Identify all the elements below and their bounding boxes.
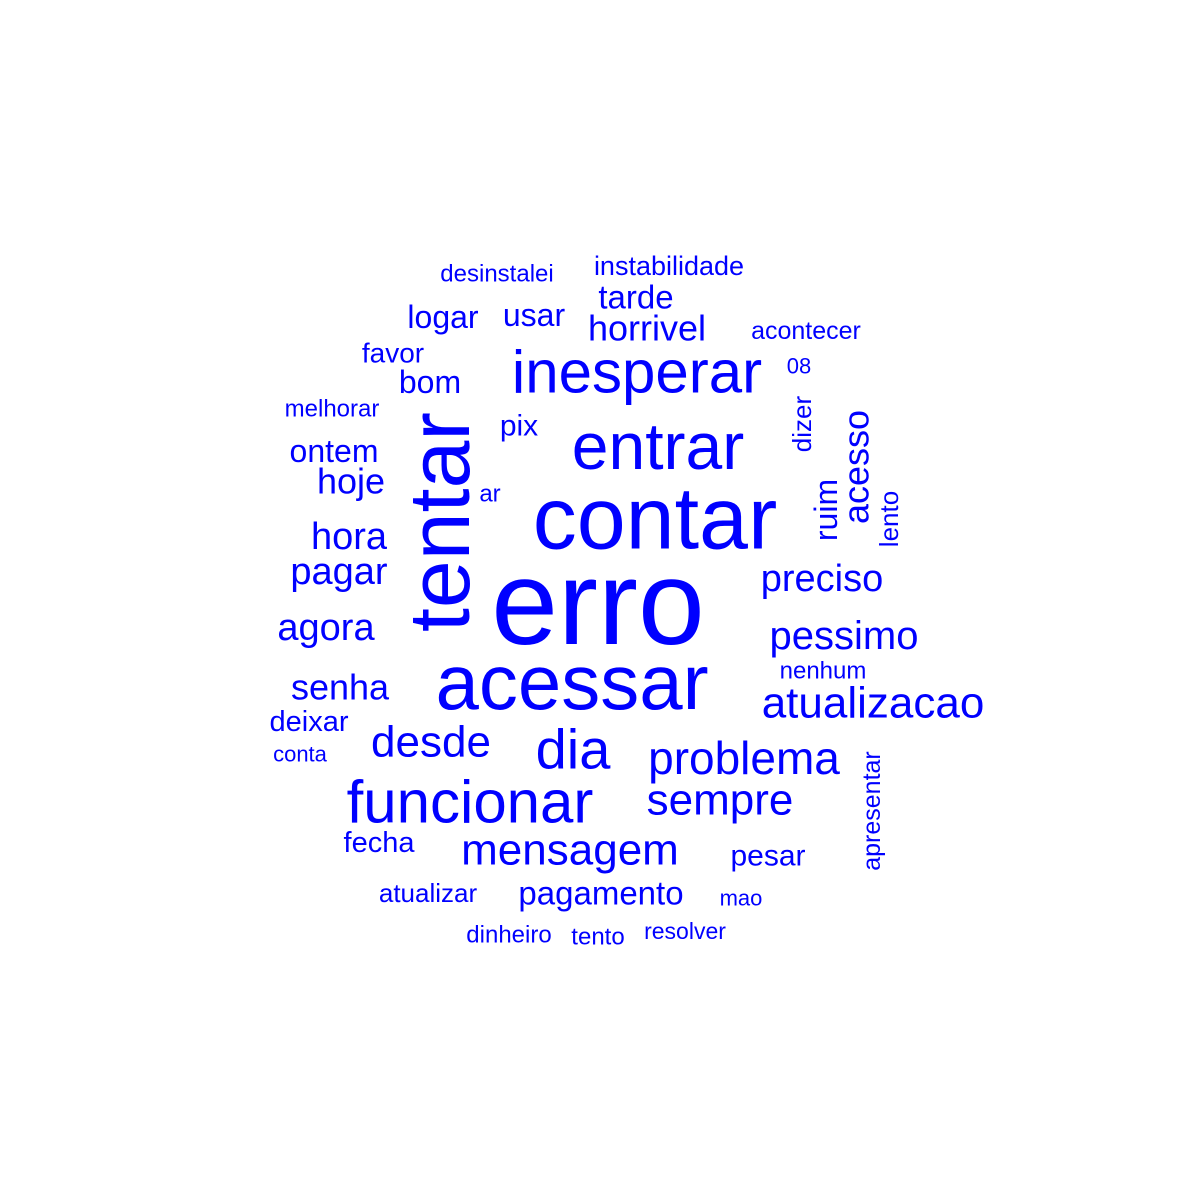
word-hoje: hoje <box>317 461 385 502</box>
word-dia: dia <box>536 718 612 781</box>
word-pagamento: pagamento <box>518 875 683 912</box>
word-acessar: acessar <box>435 638 708 726</box>
word-favor: favor <box>362 338 424 369</box>
word-pessimo: pessimo <box>770 614 919 658</box>
word-apresentar: apresentar <box>858 751 886 871</box>
word-08: 08 <box>787 354 811 379</box>
word-mao: mao <box>720 886 763 911</box>
word-melhorar: melhorar <box>285 396 380 423</box>
word-senha: senha <box>291 667 390 708</box>
word-fecha: fecha <box>344 827 416 859</box>
word-deixar: deixar <box>270 706 349 738</box>
word-ontem: ontem <box>290 433 379 469</box>
word-atualizar: atualizar <box>379 878 478 908</box>
word-tarde: tarde <box>598 279 673 316</box>
word-pix: pix <box>500 410 538 443</box>
word-ruim: ruim <box>808 479 844 541</box>
word-inesperar: inesperar <box>512 339 762 406</box>
word-desde: desde <box>371 718 491 767</box>
word-entrar: entrar <box>572 409 744 483</box>
word-preciso: preciso <box>761 558 884 600</box>
word-pagar: pagar <box>290 551 388 593</box>
word-mensagem: mensagem <box>461 826 679 875</box>
word-usar: usar <box>503 297 566 333</box>
word-resolver: resolver <box>644 918 726 944</box>
word-acontecer: acontecer <box>751 317 861 345</box>
word-logar: logar <box>407 299 479 335</box>
word-erro: erro <box>491 536 704 670</box>
word-lento: lento <box>874 491 904 547</box>
word-horrivel: horrivel <box>588 308 706 349</box>
word-ar: ar <box>479 481 500 508</box>
word-dizer: dizer <box>787 395 817 452</box>
word-acesso: acesso <box>836 410 877 524</box>
word-atualizacao: atualizacao <box>762 679 985 728</box>
word-pesar: pesar <box>730 840 805 873</box>
word-instabilidade: instabilidade <box>594 251 744 281</box>
word-problema: problema <box>648 732 840 784</box>
word-agora: agora <box>277 607 375 649</box>
word-tentar: tentar <box>392 412 488 632</box>
word-tento: tento <box>571 924 624 951</box>
word-hora: hora <box>311 516 388 558</box>
word-funcionar: funcionar <box>347 769 594 836</box>
word-bom: bom <box>399 364 461 400</box>
word-sempre: sempre <box>647 776 794 825</box>
word-conta: conta <box>273 742 328 767</box>
word-nenhum: nenhum <box>780 658 867 685</box>
word-contar: contar <box>533 469 778 568</box>
word-dinheiro: dinheiro <box>466 922 551 949</box>
word-desinstalei: desinstalei <box>440 261 553 288</box>
